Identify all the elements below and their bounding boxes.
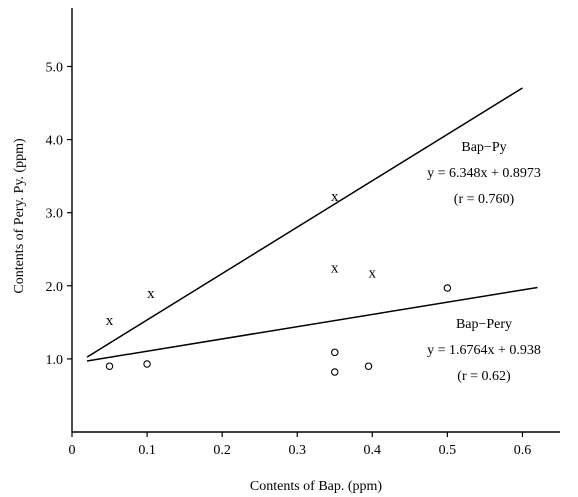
x-tick-label: 0.2 [213,443,231,458]
data-point-x-marker: x [369,266,377,282]
equation-annotation-line: Bap−Py [461,140,506,155]
equation-annotation-line: (r = 0.62) [457,369,511,384]
equation-annotation-line: Bap−Pery [456,317,512,332]
x-tick-label: 0.6 [514,443,532,458]
x-tick-label: 0 [69,443,76,458]
equation-annotation-line: y = 6.348x + 0.8973 [427,166,541,181]
data-point-circle-marker [331,348,339,357]
x-tick-label: 0.4 [364,443,382,458]
data-point-x-marker: x [106,313,114,329]
axes [71,8,560,433]
y-axis-label: Contents of Pery. Py. (ppm) [12,138,27,294]
y-tick-label: 4.0 [46,134,64,149]
y-tick-label: 3.0 [46,207,64,222]
fit-lines [86,87,538,362]
x-tick-label: 0.1 [138,443,156,458]
x-ticks: 0 0.1 0.2 0.3 0.4 0.5 0.6 [69,432,532,458]
y-tick-label: 5.0 [46,60,64,75]
data-point-circle-marker [331,368,339,376]
y-tick-label: 1.0 [46,353,64,368]
data-point-x-marker: x [147,286,155,302]
equation-annotation-line: (r = 0.760) [454,192,515,207]
data-point-x-marker: x [331,189,339,205]
data-point-circle-marker [143,360,151,368]
x-axis-label: Contents of Bap. (ppm) [250,479,383,494]
data-point-circle-marker [105,362,114,370]
equation-annotation-line: y = 1.6764x + 0.938 [427,343,541,358]
data-point-circle-marker [364,362,373,370]
fit-line [86,286,538,362]
x-tick-label: 0.5 [439,443,457,458]
x-tick-label: 0.3 [288,443,306,458]
fit-line [86,87,523,358]
data-points: x x x x x [105,189,452,376]
data-point-circle-marker [443,284,452,292]
y-tick-label: 2.0 [46,280,64,295]
equation-annotations: Bap−Py y = 6.348x + 0.8973 (r = 0.760) Bap−… [427,140,541,384]
y-ticks: 1.0 2.0 3.0 4.0 5.0 [46,60,72,368]
data-point-x-marker: x [331,261,339,277]
